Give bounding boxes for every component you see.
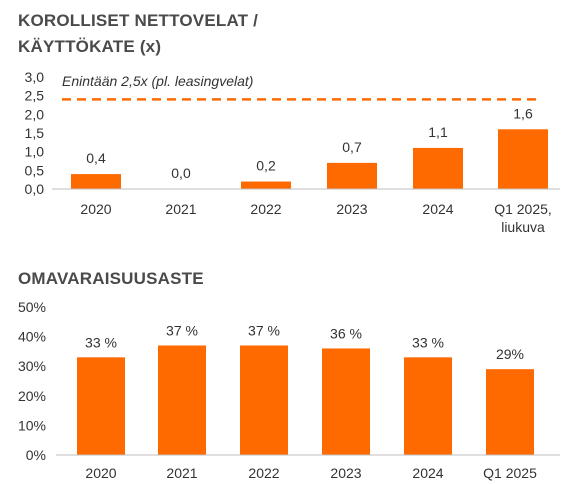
debt-bar: [413, 147, 463, 189]
debt-value-label: 1,1: [428, 124, 448, 140]
debt-bar: [327, 162, 377, 189]
equity-value-label: 37 %: [248, 322, 280, 338]
debt-value-label: 0,4: [86, 150, 106, 166]
debt-y-tick-label: 1,0: [25, 144, 45, 160]
equity-value-label: 33 %: [85, 334, 117, 350]
chart1-title-line2: KÄYTTÖKATE (x): [18, 37, 162, 56]
equity-y-tick-label: 10%: [18, 417, 46, 433]
equity-y-tick-label: 50%: [18, 299, 46, 315]
equity-value-label: 37 %: [166, 322, 198, 338]
equity-category-label: Q1 2025: [483, 465, 537, 481]
equity-bar: [404, 357, 452, 455]
equity-category-label: 2020: [85, 465, 116, 481]
equity-y-tick-label: 30%: [18, 358, 46, 374]
equity-value-label: 29%: [496, 346, 524, 362]
equity-y-tick-label: 40%: [18, 329, 46, 345]
debt-value-label: 0,7: [342, 139, 362, 155]
chart1-title-line1: KOROLLISET NETTOVELAT /: [18, 11, 259, 30]
equity-y-tick-label: 20%: [18, 388, 46, 404]
debt-category-label: Q1 2025,: [494, 201, 552, 217]
debt-y-tick-label: 1,5: [25, 125, 45, 141]
debt-category-label: 2020: [80, 201, 111, 217]
debt-y-tick-label: 0,5: [25, 162, 45, 178]
debt-category-label: 2021: [165, 201, 196, 217]
debt-category-label: liukuva: [501, 219, 545, 235]
equity-bar: [486, 369, 534, 455]
equity-category-label: 2023: [330, 465, 361, 481]
debt-y-tick-label: 3,0: [25, 69, 45, 85]
chart2-title: OMAVARAISUUSASTE: [18, 269, 204, 288]
net-debt-ebitda-chart: 0,0 0,5 1,0 1,5 2,0 2,5 3,0 Enintään 2,5x (pl. …: [25, 69, 560, 235]
debt-bar: [71, 174, 121, 189]
debt-value-label: 0,2: [256, 158, 276, 174]
debt-bar: [241, 181, 291, 189]
debt-y-tick-label: 2,0: [25, 106, 45, 122]
equity-category-label: 2022: [248, 465, 279, 481]
debt-bar: [498, 129, 548, 189]
debt-y-tick-label: 2,5: [25, 88, 45, 104]
debt-category-label: 2022: [250, 201, 281, 217]
equity-bar: [158, 345, 206, 455]
debt-y-tick-label: 0,0: [25, 181, 45, 197]
equity-bar: [77, 357, 125, 455]
equity-value-label: 36 %: [330, 325, 362, 341]
debt-category-label: 2023: [336, 201, 367, 217]
debt-category-label: 2024: [422, 201, 453, 217]
equity-bar: [240, 345, 288, 455]
debt-value-label: 0,0: [171, 165, 191, 181]
equity-y-tick-label: 0%: [26, 447, 46, 463]
equity-category-label: 2024: [412, 465, 443, 481]
equity-bar: [322, 348, 370, 455]
equity-value-label: 33 %: [412, 334, 444, 350]
debt-value-label: 1,6: [513, 105, 533, 121]
debt-threshold-label: Enintään 2,5x (pl. leasingvelat): [62, 73, 253, 89]
equity-category-label: 2021: [166, 465, 197, 481]
